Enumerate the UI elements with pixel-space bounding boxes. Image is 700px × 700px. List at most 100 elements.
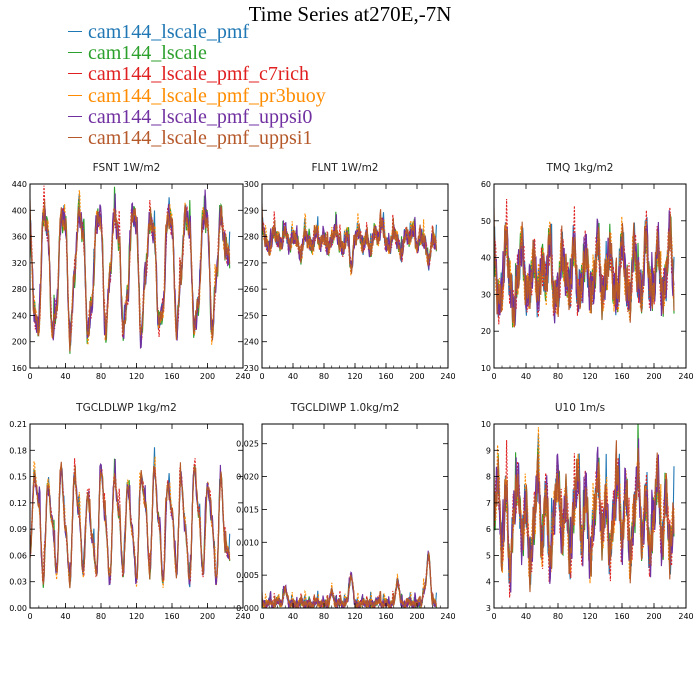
ytick-label-5-2: 5: [486, 551, 491, 560]
ytick-label-5-6: 9: [486, 446, 491, 455]
ytick-label-3-5: 0.15: [9, 473, 27, 482]
xtick-label-5-0: 0: [491, 612, 496, 621]
series-4-2: [262, 554, 437, 608]
ytick-label-4-5: 0.025: [236, 440, 259, 449]
xtick-label-2-6: 240: [678, 372, 693, 381]
panel-1: FLNT 1W/m2 0 40 80 120 160 200 240 230 240 250 260 2…: [244, 162, 456, 381]
xtick-label-4-1: 40: [288, 612, 298, 621]
ytick-label-3-1: 0.03: [9, 578, 27, 587]
ytick-label-1-3: 260: [244, 285, 259, 294]
ytick-label-0-6: 400: [12, 206, 27, 215]
ytick-label-1-5: 280: [244, 233, 259, 242]
ytick-label-2-2: 30: [481, 290, 491, 299]
ytick-label-3-6: 0.18: [9, 446, 27, 455]
ytick-label-4-4: 0.020: [236, 473, 259, 482]
xtick-label-1-1: 40: [288, 372, 298, 381]
series-group-2: [494, 198, 675, 329]
legend-label-4: cam144_lscale_pmf_uppsi0: [88, 105, 313, 128]
ytick-label-2-1: 20: [481, 327, 491, 336]
series-4-5: [262, 552, 437, 608]
panel-frame-1: [261, 183, 449, 369]
ytick-label-1-1: 240: [244, 338, 259, 347]
xtick-label-3-0: 0: [27, 612, 32, 621]
xtick-label-1-4: 160: [378, 372, 393, 381]
ytick-label-5-3: 6: [486, 525, 491, 534]
ytick-label-5-0: 3: [486, 604, 491, 613]
ytick-label-0-1: 200: [12, 338, 27, 347]
ytick-label-3-2: 0.06: [9, 551, 27, 560]
series-3-5: [30, 461, 231, 589]
legend-label-2: cam144_lscale_pmf_c7rich: [88, 63, 310, 86]
ytick-label-4-2: 0.010: [236, 538, 259, 547]
ytick-label-4-0: 0.000: [236, 604, 259, 613]
xtick-label-1-0: 0: [259, 372, 264, 381]
xtick-label-4-4: 160: [378, 612, 393, 621]
ytick-label-0-0: 160: [12, 364, 27, 373]
legend-label-0: cam144_lscale_pmf: [88, 21, 250, 43]
legend-swatch-2: [68, 73, 82, 75]
legend-swatch-5: [68, 136, 82, 138]
ytick-label-5-4: 7: [486, 499, 491, 508]
xtick-label-4-5: 200: [409, 612, 424, 621]
series-5-5: [494, 440, 675, 593]
ytick-label-2-3: 40: [481, 254, 491, 263]
panel-0: FSNT 1W/m2 0 40 80 120 160 200 240 160 200 240 280 3…: [12, 162, 251, 381]
series-0-3: [30, 190, 231, 346]
panel-title-5: U10 1m/s: [555, 402, 605, 414]
legend-swatch-3: [68, 94, 82, 96]
series-2-5: [494, 207, 675, 328]
xtick-label-5-5: 200: [646, 612, 661, 621]
series-group-0: [30, 185, 231, 354]
xtick-label-1-3: 120: [347, 372, 362, 381]
legend-swatch-4: [68, 115, 82, 117]
panel-title-2: TMQ 1kg/m2: [546, 162, 614, 174]
legend: cam144_lscale_pmf cam144_lscale cam144_l…: [68, 21, 326, 150]
xtick-label-5-3: 120: [582, 612, 597, 621]
ytick-label-0-4: 320: [12, 259, 27, 268]
legend-label-1: cam144_lscale: [88, 42, 207, 65]
xtick-label-2-0: 0: [491, 372, 496, 381]
panel-title-3: TGCLDLWP 1kg/m2: [75, 402, 177, 414]
panel-4: TGCLDIWP 1.0kg/m20 40 80 120 160 200 2400.0000…: [236, 402, 456, 621]
ytick-label-3-7: 0.21: [9, 420, 27, 429]
xtick-label-3-6: 240: [235, 612, 250, 621]
xtick-label-4-6: 240: [440, 612, 455, 621]
xtick-label-2-1: 40: [521, 372, 531, 381]
legend-item-2: cam144_lscale_pmf_c7rich: [68, 64, 326, 85]
xtick-label-5-2: 80: [553, 612, 563, 621]
xtick-label-2-3: 120: [582, 372, 597, 381]
legend-item-3: cam144_lscale_pmf_pr3buoy: [68, 85, 326, 107]
xtick-label-3-4: 160: [164, 612, 179, 621]
series-0-4: [30, 189, 231, 349]
xtick-label-2-5: 200: [646, 372, 661, 381]
xtick-label-0-3: 120: [129, 372, 144, 381]
ytick-label-3-4: 0.12: [9, 499, 27, 508]
legend-label-5: cam144_lscale_pmf_uppsi1: [88, 127, 313, 150]
series-group-1: [262, 203, 437, 276]
ytick-label-0-5: 360: [12, 233, 27, 242]
xtick-label-1-5: 200: [409, 372, 424, 381]
xtick-label-5-6: 240: [678, 612, 693, 621]
ytick-label-1-0: 230: [244, 364, 259, 373]
series-1-5: [262, 203, 437, 274]
legend-item-1: cam144_lscale: [68, 43, 326, 64]
panel-3: TGCLDLWP 1kg/m2 0 40 80 120 160 200 240 0.00 0.03…: [9, 402, 250, 621]
ytick-label-0-2: 240: [12, 311, 27, 320]
panel-title-0: FSNT 1W/m2: [93, 162, 161, 174]
legend-item-4: cam144_lscale_pmf_uppsi0: [68, 105, 326, 128]
xtick-label-1-2: 80: [319, 372, 329, 381]
series-group-3: [30, 447, 231, 589]
ytick-label-4-3: 0.015: [236, 505, 259, 514]
xtick-label-4-2: 80: [319, 612, 329, 621]
ytick-label-5-7: 10: [481, 420, 491, 429]
page-title: Time Series at270E,-7N: [248, 2, 452, 26]
ytick-label-5-5: 8: [486, 473, 491, 482]
xtick-label-0-4: 160: [164, 372, 179, 381]
legend-item-5: cam144_lscale_pmf_uppsi1: [68, 127, 326, 150]
panel-5: U10 1m/s 0 40 80 120 160 200 240 3 4 5 6 7 8 9 10: [481, 402, 694, 621]
ytick-label-5-1: 4: [486, 578, 491, 587]
xtick-label-3-1: 40: [60, 612, 70, 621]
ytick-label-1-2: 250: [244, 311, 259, 320]
series-0-5: [30, 198, 231, 352]
ytick-label-0-3: 280: [12, 285, 27, 294]
